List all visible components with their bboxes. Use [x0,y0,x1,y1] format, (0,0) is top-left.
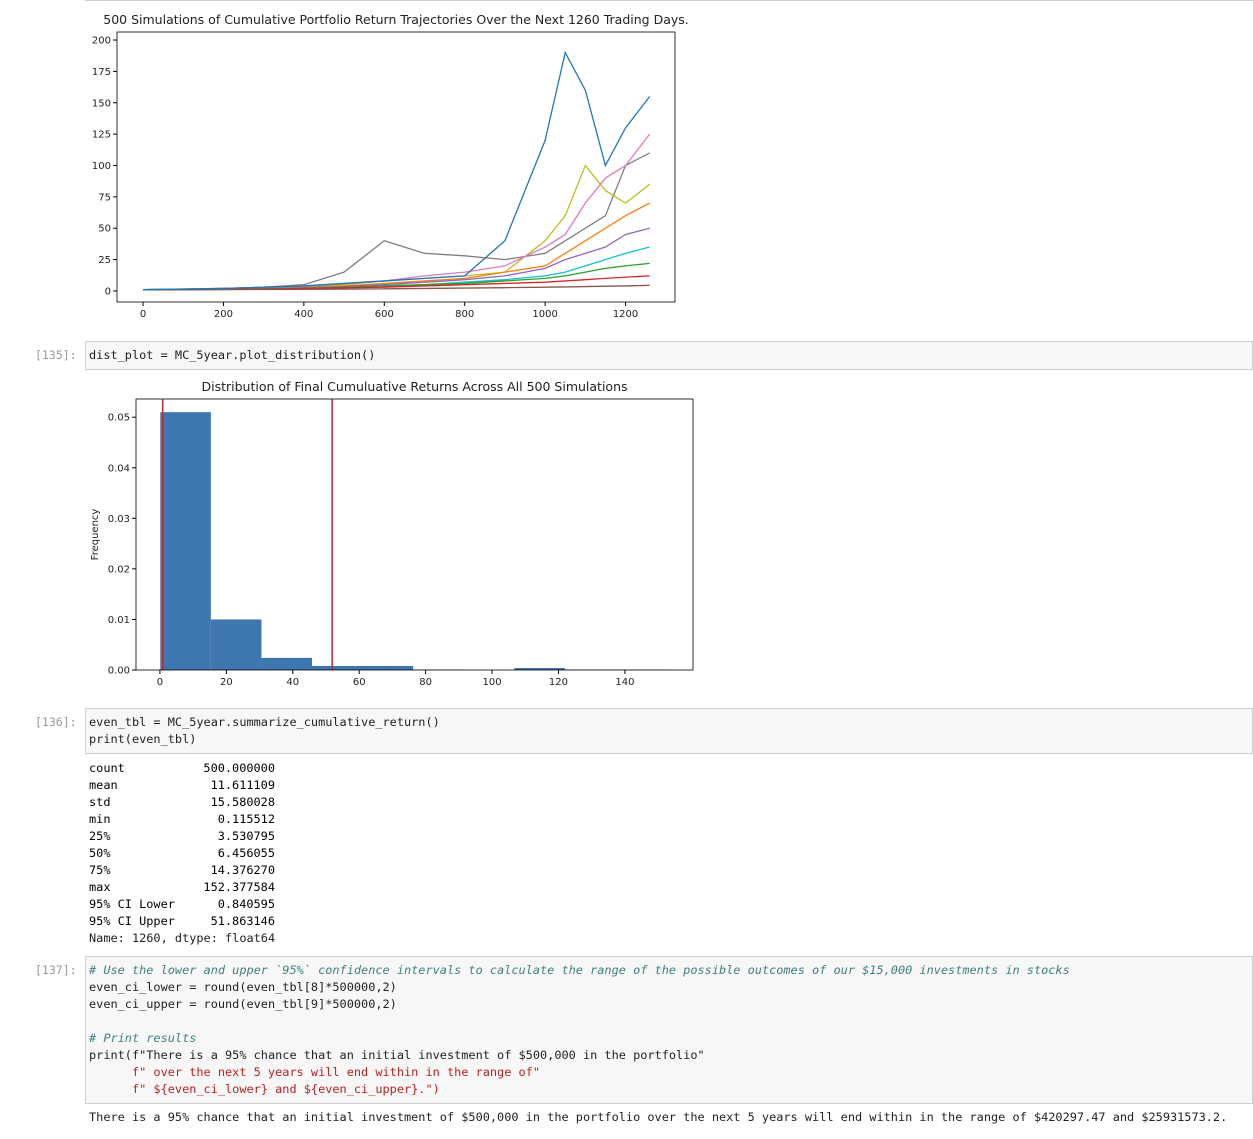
chart-title: 500 Simulations of Cumulative Portfolio … [103,12,688,27]
table-row: 25% 3.530795 [89,829,275,843]
prompt: [135]: [35,348,77,362]
row-value: 3.530795 [217,829,275,843]
y-tick-label: 0.00 [108,666,130,677]
table-row: mean 11.611109 [89,778,275,792]
y-tick-label: 150 [92,98,111,109]
code-line: dist_plot = MC_5year.plot_distribution() [89,348,376,362]
x-tick-label: 120 [549,677,568,688]
x-tick-label: 40 [286,677,299,688]
code-cell[interactable] [85,708,1253,754]
histogram-bar [210,619,262,670]
row-label: mean [89,778,118,792]
histogram-bar [514,667,565,670]
x-tick-label: 600 [375,309,394,320]
table-row: std 15.580028 [89,795,275,809]
y-axis-label: Frequency [90,509,101,561]
line-chart: 500 Simulations of Cumulative Portfolio … [92,12,689,320]
y-tick-label: 0.03 [108,514,130,525]
row-value: 51.863146 [210,914,275,928]
row-label: std [89,795,111,809]
code-line: even_ci_upper = round(even_tbl[9]*500000… [89,997,397,1011]
row-label: 95% CI Lower [89,897,175,911]
x-tick-label: 200 [214,309,233,320]
row-value: 0.115512 [217,812,275,826]
x-tick-label: 0 [157,677,163,688]
prompt: [137]: [35,963,77,977]
histogram-bar [160,412,211,670]
row-label: min [89,812,111,826]
trajectory-line [143,164,651,291]
y-tick-label: 175 [92,67,111,78]
row-label: 25% [89,829,111,843]
y-tick-label: 0.02 [108,564,130,575]
row-value: 500.000000 [203,761,275,775]
row-value: 152.377584 [203,880,275,894]
histogram-bar [312,665,363,670]
y-tick-label: 0 [105,286,111,297]
row-label: count [89,761,125,775]
x-tick-label: 60 [353,677,366,688]
row-value: 11.611109 [210,778,275,792]
trajectory-line [143,133,651,291]
histogram-bar [362,665,414,670]
trajectory-line [143,262,650,291]
table-row: 50% 6.456055 [89,846,275,860]
table-row: count 500.000000 [89,761,275,775]
code-line: f" ${even_ci_lower} and ${even_ci_upper}… [89,1082,440,1096]
row-label: max [89,880,111,894]
row-label: 95% CI Upper [89,914,175,928]
x-tick-label: 800 [455,309,474,320]
y-tick-label: 200 [92,36,111,47]
plot-frame [116,31,676,303]
code-line: f" over the next 5 years will end within… [89,1065,541,1079]
y-tick-label: 0.01 [108,615,130,626]
code-line: even_tbl = MC_5year.summarize_cumulative… [89,715,440,729]
histogram-chart: Distribution of Final Cumuluative Return… [90,379,694,688]
table-row: 95% CI Upper 51.863146 [89,914,275,928]
code-cell[interactable] [85,956,1253,1104]
row-label: 75% [89,863,111,877]
histogram-bar [261,657,313,670]
code-line: even_ci_lower = round(even_tbl[8]*500000… [89,980,397,994]
y-tick-label: 100 [92,161,111,172]
x-tick-label: 0 [140,309,146,320]
code-cell[interactable] [85,341,1253,370]
x-tick-label: 140 [615,677,634,688]
code-line: print(f"There is a 95% chance that an in… [89,1048,705,1062]
table-footer: Name: 1260, dtype: float64 [89,931,276,945]
y-tick-label: 0.05 [108,413,130,424]
x-tick-label: 100 [483,677,502,688]
prompt: [136]: [35,715,77,729]
row-value: 14.376270 [210,863,275,877]
row-label: 50% [89,846,111,860]
output-text: There is a 95% chance that an initial in… [89,1110,1228,1124]
cell-edge [85,0,1253,3]
row-value: 6.456055 [217,846,275,860]
x-tick-label: 400 [294,309,313,320]
plot-frame [135,398,694,671]
x-tick-label: 1000 [532,309,557,320]
code-line: print(even_tbl) [89,732,197,746]
x-tick-label: 20 [220,677,233,688]
trajectory-line [143,50,651,291]
y-tick-label: 25 [98,255,111,266]
table-row: max 152.377584 [89,880,275,894]
trajectory-line [143,284,650,291]
y-tick-label: 50 [98,224,111,235]
table-row: min 0.115512 [89,812,275,826]
trajectory-line [143,202,650,291]
table-row: 95% CI Lower 0.840595 [89,897,275,911]
table-row: 75% 14.376270 [89,863,275,877]
y-tick-label: 125 [92,130,111,141]
chart-title: Distribution of Final Cumuluative Return… [201,379,627,394]
y-tick-label: 0.04 [108,463,130,474]
row-value: 15.580028 [210,795,275,809]
row-value: 0.840595 [217,897,275,911]
x-tick-label: 80 [419,677,432,688]
x-tick-label: 1200 [613,309,638,320]
code-comment: # Print results [89,1031,197,1045]
code-comment: # Use the lower and upper `95%` confiden… [89,963,1070,977]
y-tick-label: 75 [98,192,111,203]
